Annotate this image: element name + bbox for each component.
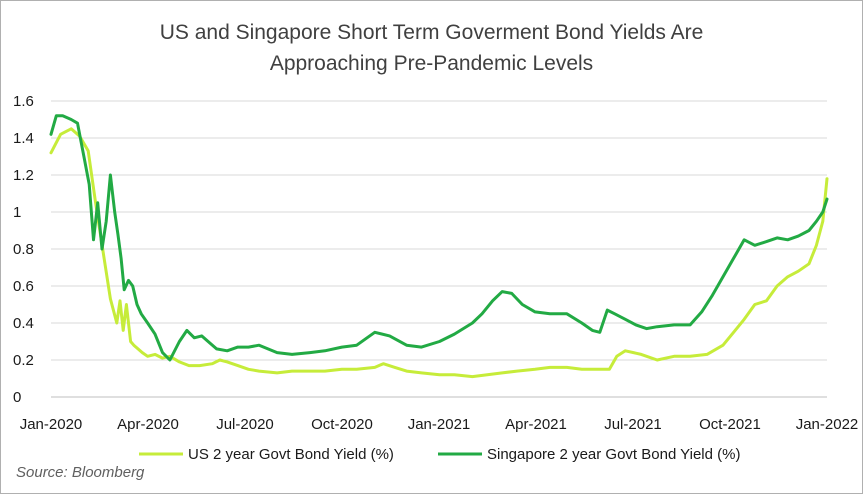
y-tick-label: 0 <box>13 389 21 406</box>
x-tick-label: Jan-2022 <box>796 416 859 433</box>
chart-title: US and Singapore Short Term Goverment Bo… <box>1 17 862 79</box>
series-line-0 <box>49 127 829 379</box>
x-tick-label: Jan-2020 <box>20 416 83 433</box>
y-tick-label: 1.4 <box>13 130 34 147</box>
source-note: Source: Bloomberg <box>16 464 145 481</box>
legend-label-1: Singapore 2 year Govt Bond Yield (%) <box>487 446 740 463</box>
legend-label-0: US 2 year Govt Bond Yield (%) <box>188 446 394 463</box>
x-tick-label: Jul-2020 <box>216 416 274 433</box>
x-tick-label: Apr-2020 <box>117 416 179 433</box>
y-tick-label: 0.8 <box>13 241 34 258</box>
y-tick-label: 1.6 <box>13 93 34 110</box>
y-tick-label: 1.2 <box>13 167 34 184</box>
x-tick-label: Jul-2021 <box>604 416 662 433</box>
x-tick-label: Jan-2021 <box>408 416 471 433</box>
y-tick-label: 0.2 <box>13 352 34 369</box>
y-tick-label: 0.6 <box>13 278 34 295</box>
x-tick-label: Oct-2020 <box>311 416 373 433</box>
y-tick-label: 1 <box>13 204 21 221</box>
x-tick-label: Oct-2021 <box>699 416 761 433</box>
series-line-1 <box>49 114 829 362</box>
chart-title-line-2: Approaching Pre-Pandemic Levels <box>269 52 594 75</box>
chart-title-line-1: US and Singapore Short Term Goverment Bo… <box>159 21 704 44</box>
x-tick-label: Apr-2021 <box>505 416 567 433</box>
y-tick-label: 0.4 <box>13 315 34 332</box>
